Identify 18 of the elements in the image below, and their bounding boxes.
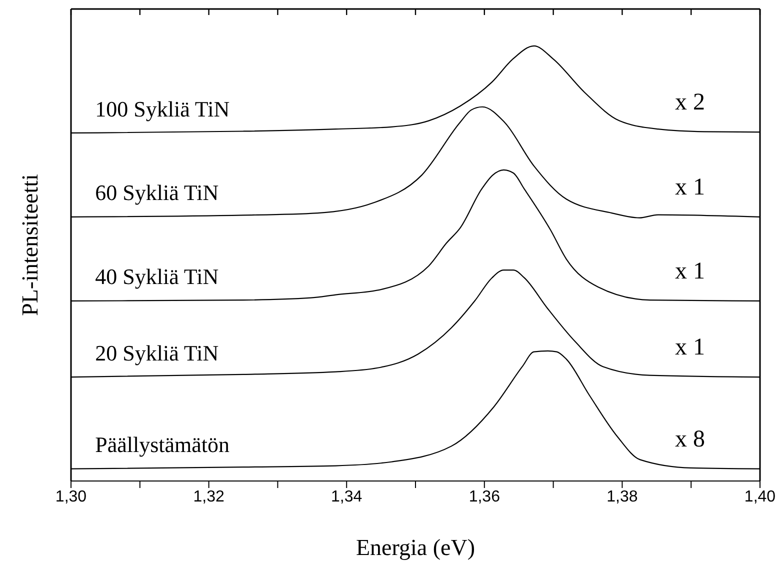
annotation: x 1 — [675, 334, 705, 361]
x-tick-label: 1,34 — [331, 488, 362, 506]
annotation: x 1 — [675, 174, 705, 200]
x-tick-label: 1,32 — [193, 488, 224, 506]
y-axis-title: PL-intensiteetti — [17, 174, 42, 316]
x-tick-label: 1,30 — [55, 488, 87, 506]
annotation: x 8 — [675, 426, 705, 452]
annotation: x 2 — [675, 90, 705, 116]
series-label: 100 Sykliä TiN — [95, 96, 230, 122]
series-label: 40 Sykliä TiN — [95, 264, 219, 290]
x-tick-label: 1,40 — [744, 488, 776, 506]
x-tick-label: 1,36 — [468, 488, 500, 506]
x-axis-title: Energia (eV) — [356, 535, 475, 560]
series-label: 20 Sykliä TiN — [95, 340, 219, 366]
x-tick-label: 1,38 — [606, 488, 638, 506]
annotation: x 1 — [675, 258, 705, 284]
series-label: Päällystämätön — [95, 432, 230, 458]
series-label: 60 Sykliä TiN — [95, 180, 219, 206]
